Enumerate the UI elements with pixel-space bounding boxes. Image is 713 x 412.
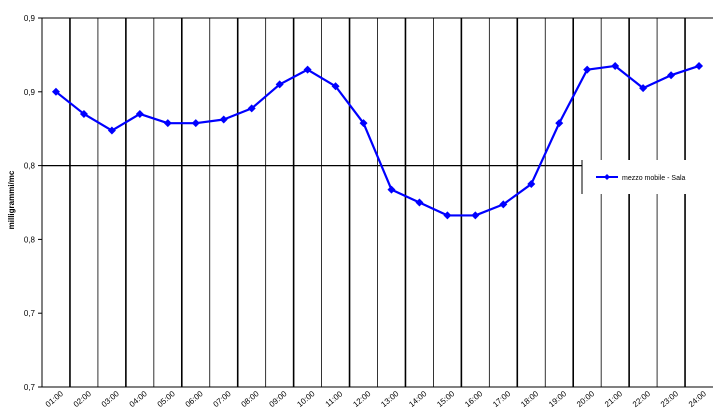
- x-tick-label: 20:00: [575, 389, 597, 409]
- x-tick-label: 08:00: [240, 389, 262, 409]
- x-tick-label: 16:00: [463, 389, 485, 409]
- x-tick-label: 01:00: [44, 389, 66, 409]
- y-tick-labels: 0,7 0,7 0,8 0,8 0,9 0,9: [24, 14, 36, 392]
- x-tick-label: 15:00: [435, 389, 457, 409]
- data-point: [471, 211, 480, 220]
- legend-label: mezzo mobile - Sala: [622, 175, 686, 182]
- legend-marker: [604, 174, 610, 180]
- gridlines: [42, 18, 713, 387]
- data-point: [247, 104, 256, 113]
- y-tick-label: 0,7: [24, 383, 36, 392]
- data-point: [387, 185, 396, 194]
- data-point: [163, 119, 172, 128]
- data-point: [667, 71, 676, 80]
- x-tick-labels: 01:00 02:00 03:00 04:00 05:00 06:00 07:00 08:00…: [44, 389, 709, 409]
- data-point: [359, 119, 368, 128]
- data-point: [275, 80, 284, 89]
- x-tick-label: 23:00: [659, 389, 681, 409]
- data-point: [611, 61, 620, 70]
- axes: [38, 17, 713, 388]
- data-point: [555, 119, 564, 128]
- data-point: [51, 87, 60, 96]
- data-point: [527, 180, 536, 189]
- y-tick-label: 0,7: [24, 309, 36, 318]
- y-tick-label: 0,8: [24, 162, 36, 171]
- y-tick-label: 0,9: [24, 14, 36, 23]
- data-point: [639, 84, 648, 93]
- data-point: [695, 61, 704, 70]
- x-tick-label: 14:00: [407, 389, 429, 409]
- x-tick-label: 24:00: [687, 389, 709, 409]
- data-point: [331, 82, 340, 91]
- x-tick-label: 18:00: [519, 389, 541, 409]
- data-point: [79, 109, 88, 118]
- x-tick-label: 09:00: [267, 389, 289, 409]
- x-tick-label: 03:00: [100, 389, 122, 409]
- x-tick-label: 05:00: [156, 389, 178, 409]
- x-tick-label: 04:00: [128, 389, 150, 409]
- data-point: [303, 65, 312, 74]
- legend: mezzo mobile - Sala: [581, 160, 713, 194]
- data-point: [499, 200, 508, 209]
- y-tick-label: 0,9: [24, 88, 36, 97]
- x-tick-label: 17:00: [491, 389, 513, 409]
- series-line: [55, 64, 700, 217]
- x-tick-label: 06:00: [184, 389, 206, 409]
- x-tick-label: 19:00: [547, 389, 569, 409]
- data-point: [415, 198, 424, 207]
- x-tick-label: 11:00: [324, 389, 345, 409]
- x-tick-label: 22:00: [631, 389, 653, 409]
- data-point: [583, 65, 592, 74]
- data-point: [443, 211, 452, 220]
- data-point: [219, 115, 228, 124]
- data-point: [107, 126, 116, 135]
- series-layer: [51, 61, 704, 220]
- x-tick-label: 02:00: [72, 389, 94, 409]
- y-axis-label: milligrammi/mc: [7, 170, 16, 229]
- x-tick-label: 10:00: [295, 389, 317, 409]
- data-point: [135, 109, 144, 118]
- x-tick-label: 07:00: [212, 389, 234, 409]
- x-tick-label: 12:00: [351, 389, 373, 409]
- x-tick-label: 13:00: [379, 389, 401, 409]
- y-tick-label: 0,8: [24, 235, 36, 244]
- x-tick-label: 21:00: [603, 389, 625, 409]
- data-point: [191, 119, 200, 128]
